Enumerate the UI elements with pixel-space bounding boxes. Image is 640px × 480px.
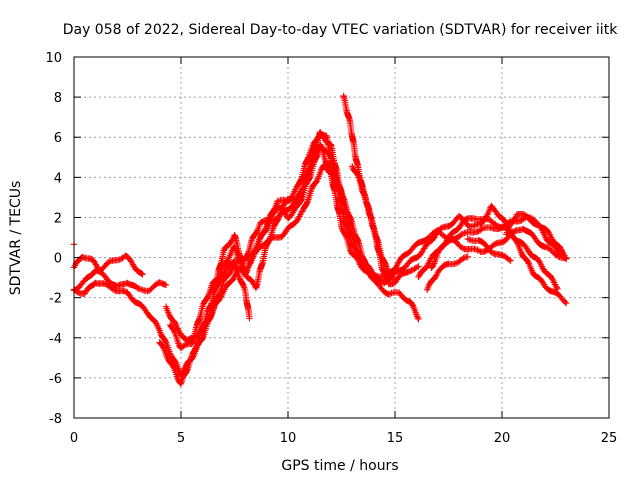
series-markers [162, 131, 570, 344]
series-markers [428, 215, 561, 293]
series-markers [349, 163, 394, 283]
x-tick-label: 10 [280, 431, 297, 446]
series-track-12 [428, 215, 561, 293]
x-tick-label: 5 [177, 431, 185, 446]
y-tick-label: 6 [54, 131, 62, 146]
data-marks [70, 92, 570, 387]
series-track-10 [349, 163, 394, 283]
series-track-15 [503, 210, 563, 258]
series-track-5 [162, 131, 570, 344]
x-tick-label: 25 [601, 431, 618, 446]
x-axis-label: GPS time / hours [281, 458, 398, 474]
series-markers [503, 210, 563, 258]
x-tick-label: 0 [70, 431, 78, 446]
x-tick-label: 15 [387, 431, 404, 446]
series-track-3 [70, 259, 253, 379]
series-markers [423, 253, 471, 293]
series-markers [70, 252, 146, 278]
y-tick-label: -2 [49, 292, 62, 307]
x-tick-label: 20 [494, 431, 511, 446]
series-markers [464, 235, 514, 264]
plot-frame [73, 56, 610, 419]
series-track-2 [70, 252, 146, 278]
series-markers [246, 161, 422, 323]
chart-title: Day 058 of 2022, Sidereal Day-to-day VTE… [63, 22, 618, 38]
y-tick-label: 4 [54, 171, 62, 186]
y-axis-label: SDTVAR / TECUs [8, 181, 24, 296]
series-track-13 [423, 253, 471, 293]
y-tick-label: 8 [54, 91, 62, 106]
series-track-8 [246, 161, 422, 323]
series-markers [70, 259, 253, 379]
y-tick-label: 10 [45, 51, 62, 66]
y-tick-label: -8 [49, 412, 62, 427]
y-tick-label: 0 [54, 252, 62, 267]
y-tick-label: 2 [54, 211, 62, 226]
grid [74, 57, 609, 418]
y-tick-label: -6 [49, 372, 62, 387]
ticks: 0 5 10 15 20 25 -8 -6 -4 -2 0 2 4 6 8 10 [45, 51, 617, 446]
series-track-14 [464, 235, 514, 264]
y-tick-label: -4 [49, 332, 62, 347]
